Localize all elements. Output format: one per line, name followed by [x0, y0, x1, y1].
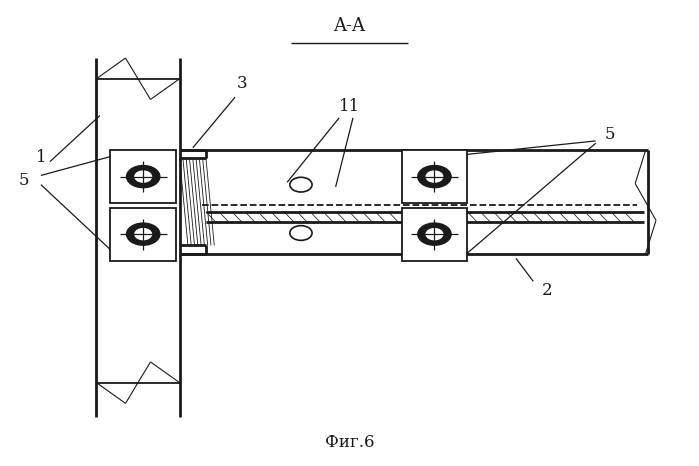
Text: Фиг.6: Фиг.6 [325, 434, 374, 451]
Circle shape [426, 229, 442, 240]
Text: 5: 5 [605, 125, 615, 143]
Bar [110, 208, 176, 260]
Circle shape [418, 165, 451, 188]
Circle shape [127, 223, 160, 245]
Bar [401, 150, 468, 203]
Circle shape [135, 229, 152, 240]
Text: A-A: A-A [333, 17, 366, 35]
Circle shape [418, 223, 451, 245]
Text: 1: 1 [36, 149, 46, 165]
Circle shape [426, 171, 442, 182]
Circle shape [135, 171, 152, 182]
Bar [401, 208, 468, 260]
Text: 3: 3 [237, 75, 247, 92]
Text: 2: 2 [542, 282, 552, 299]
Text: 5: 5 [18, 171, 29, 189]
Circle shape [127, 165, 160, 188]
Bar [110, 150, 176, 203]
Text: 11: 11 [339, 98, 360, 115]
